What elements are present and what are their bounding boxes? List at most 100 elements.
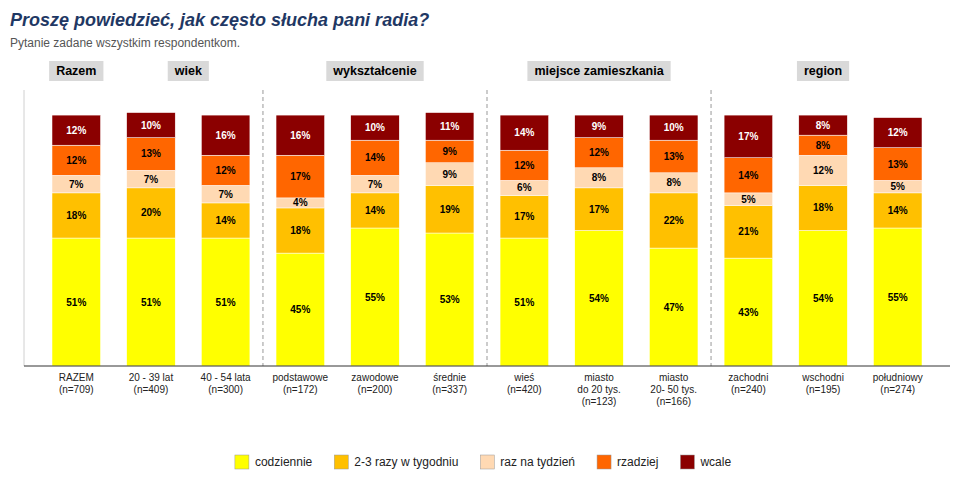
data-label: 55% [888, 292, 908, 303]
data-label: 14% [738, 170, 758, 181]
bar-segment [649, 140, 698, 173]
group-header: Razem [49, 61, 103, 81]
data-label: 7% [144, 174, 159, 185]
data-label: 21% [738, 226, 758, 237]
bar-segment [500, 195, 549, 238]
bar-segment [201, 238, 250, 366]
bar-segment [799, 185, 848, 230]
data-label: 51% [66, 297, 86, 308]
bar-segment [127, 138, 176, 171]
data-label: 13% [888, 159, 908, 170]
group-header-label: Razem [56, 64, 96, 78]
bar-segment [425, 185, 474, 233]
bar-segment [127, 170, 176, 188]
data-label: 19% [440, 204, 460, 215]
legend: codziennie2-3 razy w tygodniuraz na tydz… [235, 455, 732, 469]
data-label: 18% [813, 202, 833, 213]
bar-segment [425, 140, 474, 163]
bar-segment [873, 148, 922, 181]
data-label: 12% [589, 147, 609, 158]
data-label: 17% [738, 131, 758, 142]
group-header-box [326, 61, 423, 81]
data-label: 10% [365, 122, 385, 133]
legend-item: rzadziej [597, 455, 658, 469]
legend-label: raz na tydzień [500, 455, 575, 469]
data-label: 12% [216, 165, 236, 176]
bar-segment [276, 115, 325, 155]
data-label: 11% [440, 121, 460, 132]
bar-segment [127, 188, 176, 238]
group-header-box [797, 61, 849, 81]
bar-segment [425, 113, 474, 141]
data-label: 12% [66, 155, 86, 166]
data-label: 14% [365, 205, 385, 216]
data-label: 54% [589, 293, 609, 304]
bar-segment [724, 115, 773, 158]
data-label: 16% [216, 130, 236, 141]
bar-segment [799, 155, 848, 185]
category-label: wieś(n=420) [507, 372, 542, 395]
group-header: wiek [168, 61, 209, 81]
bar-segment [873, 228, 922, 366]
bar-segment [201, 185, 250, 203]
category-label: południowy(n=274) [873, 372, 923, 395]
data-label: 6% [517, 182, 532, 193]
bar-segment [649, 193, 698, 248]
category-label: miastodo 20 tys.(n=123) [577, 372, 620, 407]
bar-segment [127, 238, 176, 366]
category-label: RAZEM(n=709) [59, 372, 94, 395]
data-label: 7% [368, 179, 383, 190]
category-label: zawodowe(n=200) [351, 372, 399, 395]
bar-segment [351, 193, 400, 228]
group-separator [487, 90, 488, 366]
legend-label: 2-3 razy w tygodniu [354, 455, 458, 469]
group-separator [711, 90, 712, 366]
data-label: 14% [216, 215, 236, 226]
data-label: 54% [813, 293, 833, 304]
data-label: 12% [66, 125, 86, 136]
category-label: 40 - 54 lata(n=300) [201, 372, 251, 395]
data-label: 14% [365, 152, 385, 163]
data-label: 17% [290, 171, 310, 182]
legend-label: rzadziej [617, 455, 658, 469]
data-label: 51% [514, 297, 534, 308]
bar-segment [52, 175, 101, 193]
bar-segment [276, 155, 325, 198]
category-label: podstawowe(n=172) [273, 372, 329, 395]
data-label: 8% [816, 140, 831, 151]
data-label: 16% [290, 130, 310, 141]
bar-segment [500, 238, 549, 366]
group-header-box [527, 61, 670, 81]
bar-segment [276, 208, 325, 253]
data-label: 12% [514, 160, 534, 171]
bar-segment [724, 158, 773, 193]
category-label: średnie(n=337) [432, 372, 467, 395]
data-label: 8% [816, 120, 831, 131]
bar-segment [52, 115, 101, 145]
legend-item: 2-3 razy w tygodniu [334, 455, 458, 469]
bar-segment [724, 258, 773, 366]
group-header-box [168, 61, 209, 81]
bar-segment [799, 135, 848, 155]
bar-segment [276, 253, 325, 366]
bar-segment [575, 115, 624, 138]
bar-segment [575, 168, 624, 188]
bar-segment [575, 231, 624, 366]
category-label: 20 - 39 lat(n=409) [129, 372, 174, 395]
legend-swatch [235, 455, 249, 469]
bar-segment [351, 228, 400, 366]
data-label: 13% [664, 151, 684, 162]
bar-segment [351, 140, 400, 175]
bar-segment [873, 118, 922, 148]
data-label: 17% [514, 211, 534, 222]
group-separator [262, 90, 263, 366]
bar-segment [351, 115, 400, 140]
data-label: 12% [813, 165, 833, 176]
bar-segment [500, 180, 549, 195]
bar-segment [724, 205, 773, 258]
bar-segment [873, 180, 922, 193]
legend-item: raz na tydzień [480, 455, 575, 469]
bar-segment [649, 248, 698, 366]
bar-segment [201, 115, 250, 155]
data-label: 43% [738, 307, 758, 318]
